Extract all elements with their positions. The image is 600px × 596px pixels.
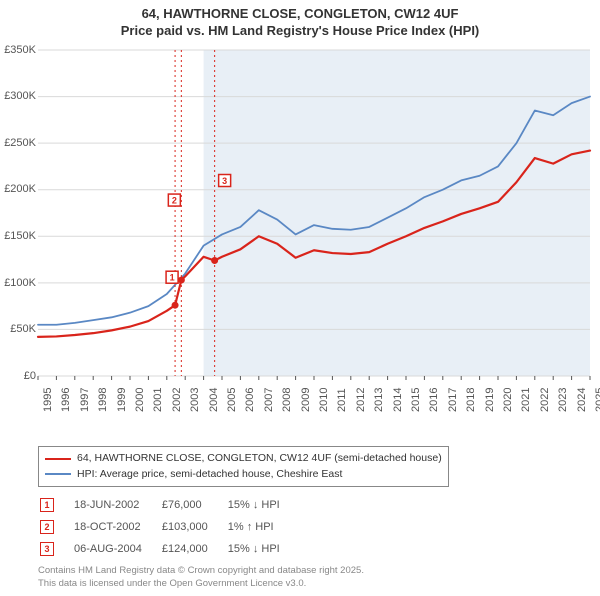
y-tick-label: £0 bbox=[0, 370, 36, 382]
x-tick-label: 2019 bbox=[484, 387, 496, 411]
x-tick-label: 2022 bbox=[539, 387, 551, 411]
event-marker: 3 bbox=[40, 542, 54, 556]
x-tick-label: 2001 bbox=[152, 387, 164, 411]
x-tick-label: 2017 bbox=[447, 387, 459, 411]
event-price: £103,000 bbox=[162, 517, 226, 537]
chart-area: 1 2 3 £0 £50K £100K £150K £200K £250K £300K £350K… bbox=[0, 42, 600, 442]
attribution: Contains HM Land Registry data © Crown c… bbox=[38, 565, 588, 590]
line-chart-svg: 1 2 3 bbox=[0, 42, 600, 442]
x-tick-label: 1995 bbox=[42, 387, 54, 411]
event-date: 18-OCT-2002 bbox=[74, 517, 160, 537]
legend-swatch bbox=[45, 473, 71, 475]
x-tick-label: 2024 bbox=[576, 387, 588, 411]
title-line-1: 64, HAWTHORNE CLOSE, CONGLETON, CW12 4UF bbox=[0, 6, 600, 23]
x-tick-label: 1997 bbox=[79, 387, 91, 411]
x-tick-label: 1998 bbox=[97, 387, 109, 411]
title-block: 64, HAWTHORNE CLOSE, CONGLETON, CW12 4UF… bbox=[0, 0, 600, 42]
svg-text:1: 1 bbox=[170, 272, 175, 282]
event-marker: 1 bbox=[40, 498, 54, 512]
x-tick-label: 2023 bbox=[557, 387, 569, 411]
event-delta: 1% ↑ HPI bbox=[228, 517, 298, 537]
x-tick-label: 2012 bbox=[355, 387, 367, 411]
x-tick-label: 2013 bbox=[373, 387, 385, 411]
y-tick-label: £300K bbox=[0, 90, 36, 102]
x-tick-label: 1999 bbox=[116, 387, 128, 411]
x-tick-label: 2002 bbox=[171, 387, 183, 411]
event-row: 1 18-JUN-2002£76,00015% ↓ HPI bbox=[40, 495, 298, 515]
x-tick-label: 2009 bbox=[300, 387, 312, 411]
x-tick-label: 2021 bbox=[520, 387, 532, 411]
event-row: 2 18-OCT-2002£103,0001% ↑ HPI bbox=[40, 517, 298, 537]
attribution-line-2: This data is licensed under the Open Gov… bbox=[38, 578, 588, 590]
legend-row: HPI: Average price, semi-detached house,… bbox=[45, 467, 442, 483]
event-delta: 15% ↓ HPI bbox=[228, 495, 298, 515]
x-tick-label: 2011 bbox=[336, 388, 348, 412]
event-date: 18-JUN-2002 bbox=[74, 495, 160, 515]
x-tick-label: 2007 bbox=[263, 387, 275, 411]
x-tick-label: 2008 bbox=[281, 387, 293, 411]
chart-container: 64, HAWTHORNE CLOSE, CONGLETON, CW12 4UF… bbox=[0, 0, 600, 590]
x-tick-label: 2003 bbox=[189, 387, 201, 411]
event-date: 06-AUG-2004 bbox=[74, 539, 160, 559]
x-tick-label: 2004 bbox=[208, 387, 220, 411]
title-line-2: Price paid vs. HM Land Registry's House … bbox=[0, 23, 600, 40]
y-tick-label: £350K bbox=[0, 44, 36, 56]
x-tick-label: 2015 bbox=[410, 387, 422, 411]
legend-label: 64, HAWTHORNE CLOSE, CONGLETON, CW12 4UF… bbox=[77, 451, 442, 467]
x-tick-label: 2025 bbox=[594, 387, 600, 411]
x-tick-label: 2000 bbox=[134, 387, 146, 411]
y-tick-label: £150K bbox=[0, 230, 36, 242]
event-row: 3 06-AUG-2004£124,00015% ↓ HPI bbox=[40, 539, 298, 559]
y-tick-label: £200K bbox=[0, 183, 36, 195]
event-delta: 15% ↓ HPI bbox=[228, 539, 298, 559]
x-tick-label: 2020 bbox=[502, 387, 514, 411]
legend-swatch bbox=[45, 458, 71, 460]
x-tick-label: 2006 bbox=[244, 387, 256, 411]
x-tick-label: 2010 bbox=[318, 387, 330, 411]
attribution-line-1: Contains HM Land Registry data © Crown c… bbox=[38, 565, 588, 577]
legend: 64, HAWTHORNE CLOSE, CONGLETON, CW12 4UF… bbox=[38, 446, 449, 488]
event-marker: 2 bbox=[40, 520, 54, 534]
event-price: £124,000 bbox=[162, 539, 226, 559]
y-tick-label: £50K bbox=[0, 323, 36, 335]
x-tick-label: 2018 bbox=[465, 387, 477, 411]
y-tick-label: £100K bbox=[0, 277, 36, 289]
x-tick-label: 2014 bbox=[392, 387, 404, 411]
y-tick-label: £250K bbox=[0, 137, 36, 149]
event-price: £76,000 bbox=[162, 495, 226, 515]
svg-text:2: 2 bbox=[172, 195, 177, 205]
legend-label: HPI: Average price, semi-detached house,… bbox=[77, 467, 342, 483]
legend-row: 64, HAWTHORNE CLOSE, CONGLETON, CW12 4UF… bbox=[45, 451, 442, 467]
x-tick-label: 2016 bbox=[428, 387, 440, 411]
events-table: 118-JUN-2002£76,00015% ↓ HPI218-OCT-2002… bbox=[38, 493, 300, 561]
x-tick-label: 2005 bbox=[226, 387, 238, 411]
svg-text:3: 3 bbox=[222, 176, 227, 186]
x-tick-label: 1996 bbox=[60, 387, 72, 411]
